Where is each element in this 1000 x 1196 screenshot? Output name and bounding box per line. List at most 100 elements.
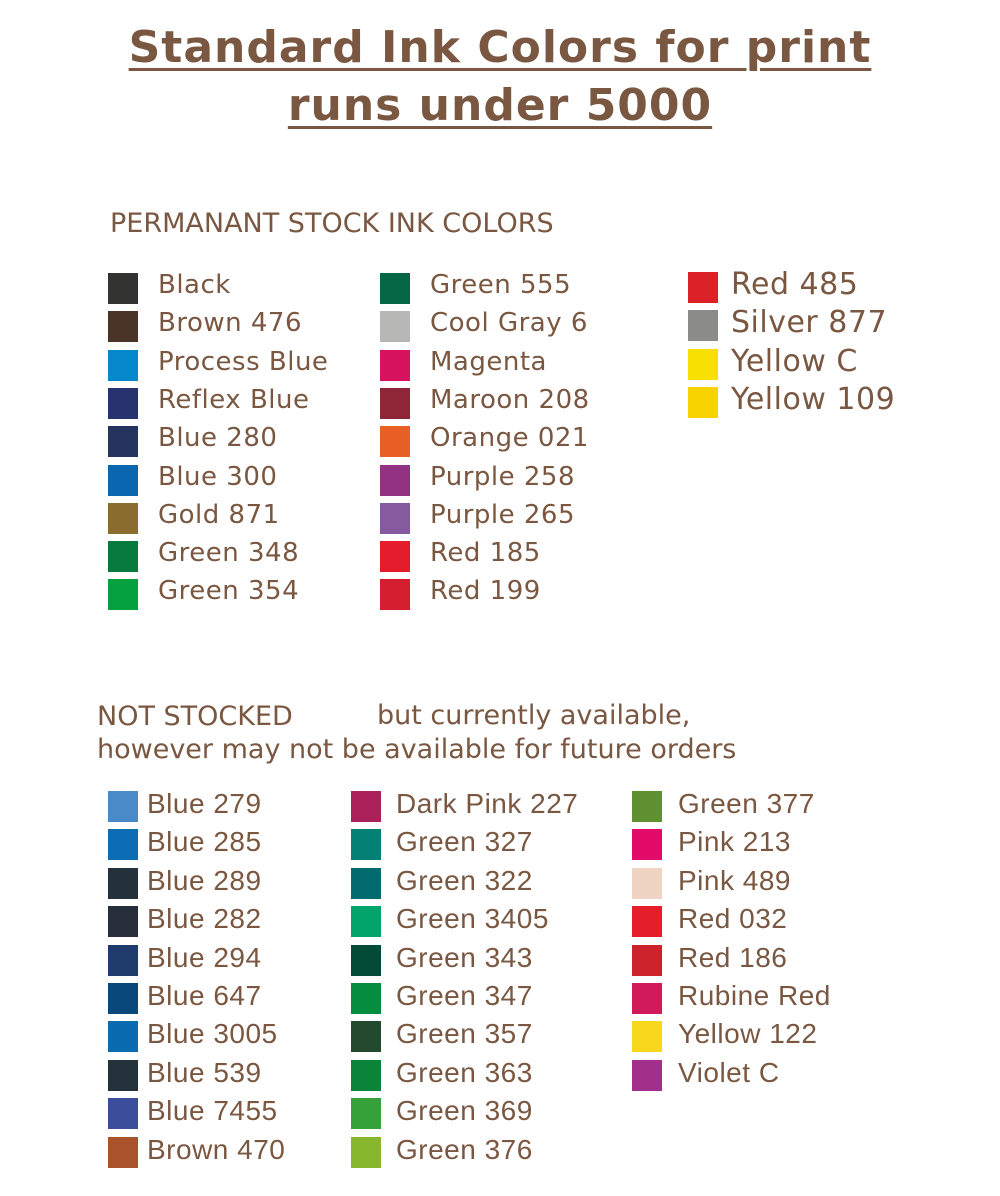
color-swatch [108, 426, 138, 458]
color-swatch [632, 1059, 662, 1091]
color-label: Green 354 [158, 576, 300, 607]
color-label: Brown 476 [158, 308, 302, 339]
color-swatch [632, 791, 662, 822]
color-swatch [108, 541, 138, 573]
color-label: Blue 282 [147, 903, 262, 935]
color-swatch [632, 983, 662, 1014]
page-title-line-2: runs under 5000 [287, 80, 713, 131]
color-swatch [632, 1021, 662, 1053]
color-swatch [380, 349, 410, 381]
color-label: Red 032 [678, 903, 788, 935]
color-label: Red 199 [430, 576, 541, 607]
not-stocked-heading: NOT STOCKED [97, 701, 293, 732]
color-label: Red 185 [430, 538, 541, 569]
color-label: Dark Pink 227 [396, 788, 579, 819]
color-label: Violet C [678, 1056, 780, 1088]
color-swatch [632, 829, 662, 861]
color-label: Maroon 208 [430, 384, 590, 415]
color-swatch [108, 311, 138, 343]
color-swatch [688, 310, 718, 342]
color-swatch [688, 348, 718, 380]
color-label: Brown 470 [147, 1133, 286, 1165]
color-swatch [351, 829, 381, 861]
color-swatch [351, 1098, 381, 1130]
color-swatch [351, 906, 381, 938]
color-swatch [108, 867, 138, 899]
not-stocked-note: however may not be available for future … [97, 734, 737, 765]
color-label: Green 376 [396, 1133, 533, 1165]
color-label: Blue 285 [147, 826, 262, 858]
color-label: Blue 280 [158, 423, 278, 454]
color-swatch [380, 426, 410, 458]
color-swatch [632, 906, 662, 938]
color-label: Green 348 [158, 538, 300, 569]
color-label: Blue 294 [147, 941, 262, 973]
color-swatch [380, 311, 410, 343]
color-swatch [380, 464, 410, 496]
color-swatch [108, 1098, 138, 1130]
permanent-heading: PERMANANT STOCK INK COLORS [110, 208, 554, 239]
color-label: Pink 489 [678, 864, 791, 896]
color-label: Blue 3005 [147, 1018, 278, 1050]
color-label: Gold 871 [158, 499, 280, 530]
color-label: Reflex Blue [158, 384, 310, 415]
color-swatch [108, 579, 138, 611]
color-swatch [380, 502, 410, 534]
color-swatch [688, 272, 718, 303]
color-swatch [108, 502, 138, 534]
color-swatch [351, 791, 381, 822]
color-swatch [108, 1136, 138, 1168]
color-swatch [108, 349, 138, 381]
color-swatch [632, 944, 662, 976]
color-swatch [380, 273, 410, 304]
color-label: Purple 258 [430, 461, 576, 492]
color-swatch [351, 867, 381, 899]
color-label: Yellow 122 [678, 1018, 818, 1050]
color-label: Green 363 [396, 1056, 533, 1088]
color-swatch [108, 791, 138, 822]
color-label: Yellow 109 [731, 381, 896, 417]
color-label: Magenta [430, 346, 547, 377]
color-swatch [351, 944, 381, 976]
color-swatch [108, 944, 138, 976]
color-label: Pink 213 [678, 826, 791, 858]
color-label: Purple 265 [430, 499, 576, 530]
color-label: Blue 647 [147, 980, 262, 1011]
color-label: Rubine Red [678, 980, 831, 1011]
color-label: Blue 7455 [147, 1095, 278, 1127]
color-swatch [351, 1021, 381, 1053]
color-swatch [380, 387, 410, 419]
color-swatch [380, 579, 410, 611]
color-swatch [108, 273, 138, 304]
color-swatch [108, 829, 138, 861]
color-label: Green 322 [396, 864, 533, 896]
color-swatch [108, 1059, 138, 1091]
color-swatch [108, 387, 138, 419]
color-label: Red 186 [678, 941, 788, 973]
color-label: Blue 539 [147, 1056, 262, 1088]
color-label: Red 485 [731, 267, 859, 302]
color-swatch [351, 983, 381, 1014]
color-swatch [108, 464, 138, 496]
color-swatch [688, 386, 718, 418]
color-label: Green 369 [396, 1095, 533, 1127]
color-label: Black [158, 270, 231, 300]
color-label: Green 3405 [396, 903, 549, 935]
color-label: Process Blue [158, 346, 329, 377]
color-label: Green 327 [396, 826, 533, 858]
color-swatch [351, 1136, 381, 1168]
color-label: Orange 021 [430, 423, 589, 454]
color-label: Green 357 [396, 1018, 533, 1050]
color-swatch [108, 906, 138, 938]
color-label: Yellow C [731, 343, 858, 379]
color-swatch [351, 1059, 381, 1091]
color-label: Green 347 [396, 980, 533, 1011]
color-label: Green 555 [430, 270, 572, 300]
color-label: Cool Gray 6 [430, 308, 588, 339]
page-title-line-1: Standard Ink Colors for print [128, 22, 872, 73]
color-label: Blue 289 [147, 864, 262, 896]
color-label: Blue 300 [158, 461, 278, 492]
color-label: Blue 279 [147, 788, 262, 819]
color-swatch [380, 541, 410, 573]
color-label: Silver 877 [731, 305, 888, 341]
